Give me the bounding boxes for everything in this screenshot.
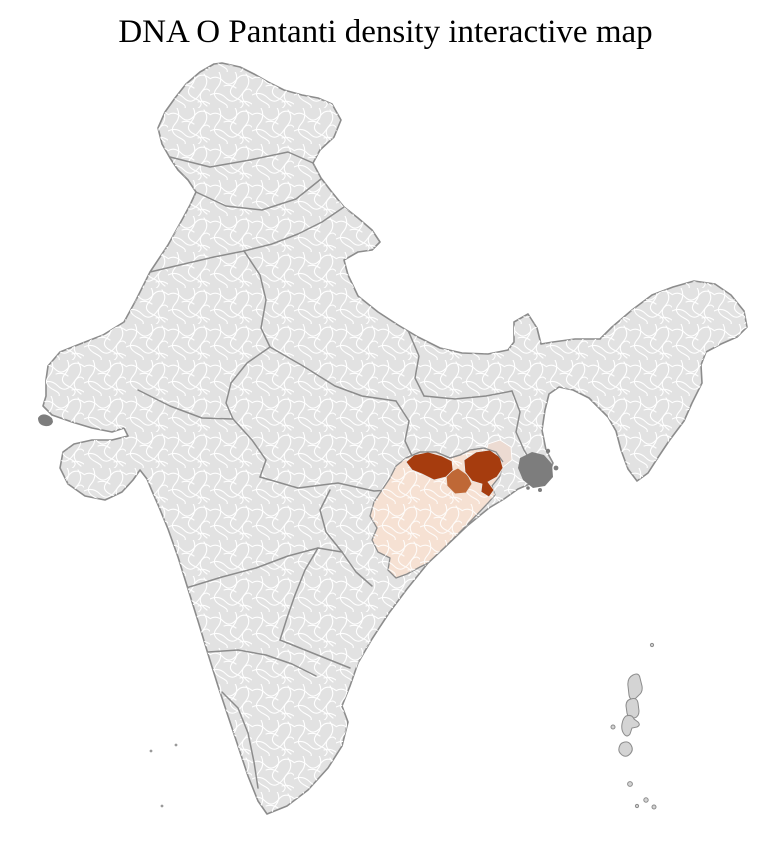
delta-no-data-region[interactable] [518, 448, 559, 492]
kutch-islet [38, 414, 53, 427]
high-density-district-west[interactable] [405, 451, 454, 481]
page-title: DNA O Pantanti density interactive map [118, 14, 653, 50]
medium-density-district[interactable] [445, 467, 473, 495]
lakshadweep-islands[interactable] [149, 743, 178, 808]
district-mesh [43, 63, 747, 814]
state-boundaries [137, 151, 532, 789]
state-border-overlay [405, 447, 504, 463]
andaman-nicobar-islands[interactable] [610, 642, 657, 810]
